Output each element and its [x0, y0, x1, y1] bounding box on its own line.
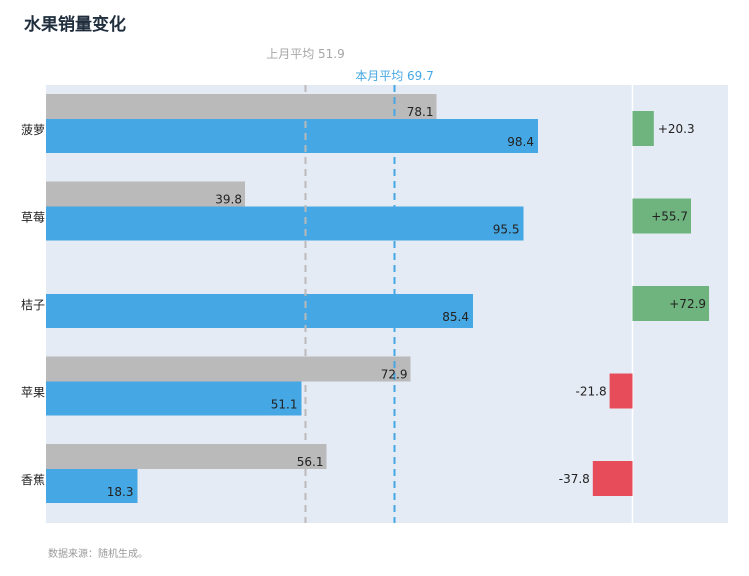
category-label-3: 苹果 — [21, 386, 45, 400]
label-current-3: 51.1 — [271, 398, 298, 412]
average-label-0: 上月平均 51.9 — [266, 47, 345, 61]
bar-current-3 — [46, 381, 302, 416]
bar-previous-3 — [46, 356, 411, 382]
label-current-4: 18.3 — [107, 485, 134, 499]
bar-current-1 — [46, 206, 524, 241]
change-label-1: +55.7 — [651, 210, 688, 224]
category-label-4: 香蕉 — [21, 473, 45, 487]
label-current-0: 98.4 — [507, 135, 534, 149]
change-bar-1 — [632, 198, 691, 234]
bar-current-2 — [46, 294, 473, 328]
label-previous-1: 39.8 — [215, 193, 242, 207]
label-current-1: 95.5 — [493, 223, 520, 237]
change-bar-2 — [632, 286, 710, 321]
change-bar-0 — [632, 111, 654, 146]
bar-current-4 — [46, 469, 138, 503]
bar-previous-0 — [46, 94, 437, 119]
category-label-2: 桔子 — [21, 298, 45, 312]
chart-title: 水果销量变化 — [24, 15, 126, 35]
change-bar-3 — [609, 373, 633, 409]
label-previous-4: 56.1 — [297, 455, 324, 469]
category-label-1: 草莓 — [21, 211, 45, 225]
change-label-4: -37.8 — [559, 472, 590, 486]
category-label-0: 菠萝 — [21, 123, 45, 137]
change-label-0: +20.3 — [658, 122, 695, 136]
bar-previous-4 — [46, 444, 327, 469]
label-previous-0: 78.1 — [407, 105, 434, 119]
bar-previous-1 — [46, 181, 245, 207]
change-label-2: +72.9 — [669, 297, 706, 311]
change-label-3: -21.8 — [576, 385, 607, 399]
label-previous-3: 72.9 — [381, 368, 408, 382]
average-label-1: 本月平均 69.7 — [355, 69, 434, 83]
bar-current-0 — [46, 119, 538, 153]
label-current-2: 85.4 — [442, 310, 469, 324]
data-source-note: 数据来源：随机生成。 — [48, 549, 148, 560]
change-bar-4 — [592, 461, 633, 496]
